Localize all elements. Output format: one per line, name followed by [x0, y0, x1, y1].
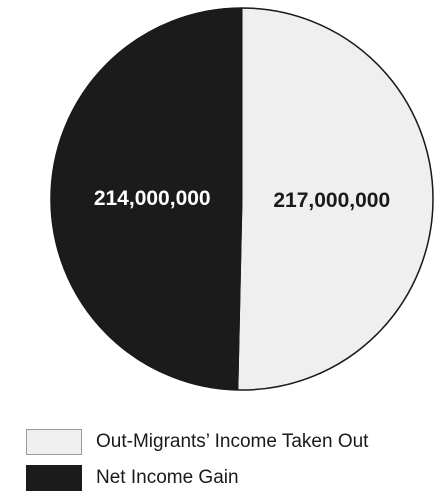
slice-label-net-income-gain: 214,000,000 — [94, 187, 211, 210]
legend-label-net-income-gain: Net Income Gain — [96, 467, 239, 488]
legend-swatch-out-migrants-income — [26, 429, 82, 455]
legend: Out-Migrants’ Income Taken Out Net Incom… — [26, 426, 368, 498]
legend-item-out-migrants-income: Out-Migrants’ Income Taken Out — [26, 426, 368, 458]
pie-outline — [50, 7, 434, 391]
legend-item-net-income-gain: Net Income Gain — [26, 462, 368, 494]
slice-label-out-migrants-income: 217,000,000 — [273, 189, 390, 212]
legend-label-out-migrants-income: Out-Migrants’ Income Taken Out — [96, 431, 369, 452]
pie-value-labels: 217,000,000 214,000,000 — [94, 187, 390, 212]
legend-swatch-net-income-gain — [26, 465, 82, 491]
